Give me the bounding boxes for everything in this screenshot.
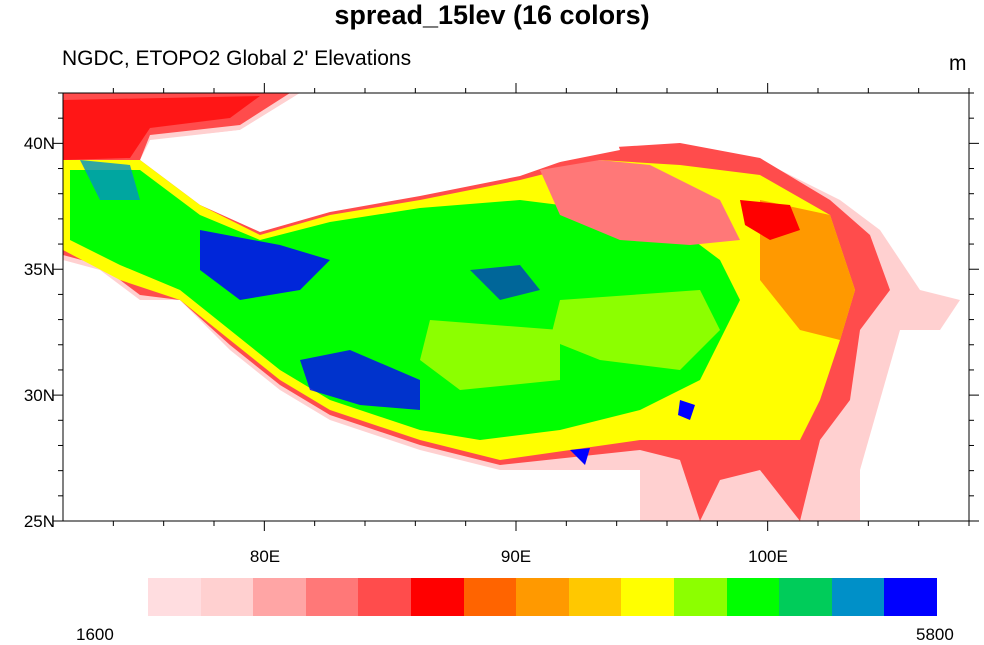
colorbar-box: [200, 578, 254, 616]
colorbar-box: [884, 578, 937, 616]
colorbar-box: [568, 578, 622, 616]
colorbar-box: [305, 578, 359, 616]
colorbar-box: [726, 578, 780, 616]
colorbar-min-label: 1600: [76, 625, 114, 644]
colorbar-max-label: 5800: [916, 625, 954, 644]
elevation-field: [63, 93, 960, 521]
units-label: m: [949, 52, 967, 75]
colorbar-box: [779, 578, 832, 616]
y-tick-label-40n: 40N: [23, 134, 55, 153]
colorbar-box: [673, 578, 727, 616]
colorbar-box: [253, 578, 306, 616]
colorbar-box: [621, 578, 674, 616]
y-tick-label-25n: 25N: [23, 512, 55, 531]
colorbar-box: [831, 578, 885, 616]
x-tick-label-90e: 90E: [500, 547, 532, 566]
x-tick-label-80e: 80E: [249, 547, 281, 566]
x-tick-label-100e: 100E: [748, 547, 788, 566]
y-tick-label-30n: 30N: [23, 386, 55, 405]
colorbar-box: [148, 578, 201, 616]
colorbar-box: [358, 578, 411, 616]
axis-ticks: [53, 83, 979, 531]
colorbar-box: [516, 578, 569, 616]
y-tick-label-35n: 35N: [23, 260, 55, 279]
colorbar: [148, 578, 937, 616]
plot-title: spread_15lev (16 colors): [334, 0, 650, 30]
colorbar-box: [410, 578, 464, 616]
plot-subtitle: NGDC, ETOPO2 Global 2' Elevations: [62, 47, 412, 70]
colorbar-box: [463, 578, 517, 616]
